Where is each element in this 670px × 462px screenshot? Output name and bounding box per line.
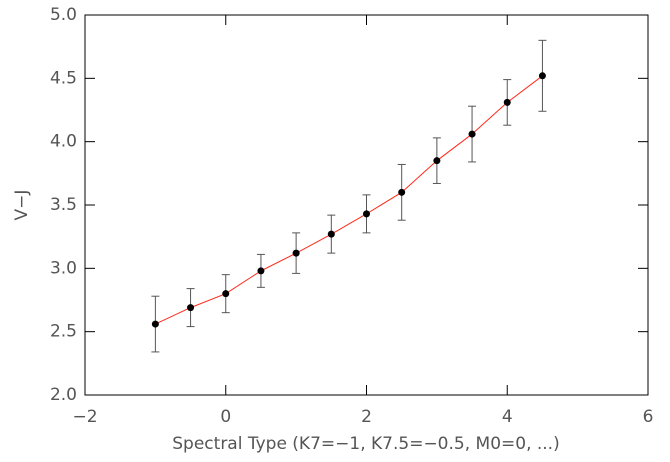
point	[433, 157, 441, 165]
x-tick-label: 2	[361, 407, 372, 427]
point	[222, 290, 230, 298]
point	[503, 98, 511, 106]
point	[327, 230, 335, 238]
point	[151, 320, 159, 328]
y-tick-label: 4.0	[50, 132, 77, 152]
point	[398, 188, 406, 196]
y-tick-label: 4.5	[50, 68, 77, 88]
point	[187, 304, 195, 312]
point	[538, 72, 546, 80]
y-tick-label: 2.0	[50, 385, 77, 405]
x-tick-label: 4	[502, 407, 513, 427]
y-tick-label: 2.5	[50, 322, 77, 342]
x-tick-label: −2	[72, 407, 97, 427]
x-tick-label: 6	[643, 407, 654, 427]
y-tick-label: 3.0	[50, 258, 77, 278]
y-axis-label: V−J	[12, 190, 32, 221]
point	[292, 249, 300, 257]
x-tick-label: 0	[220, 407, 231, 427]
x-axis-label: Spectral Type (K7=−1, K7.5=−0.5, M0=0, .…	[172, 434, 559, 454]
point	[363, 210, 370, 218]
line	[155, 75, 543, 325]
point	[468, 130, 476, 138]
y-tick-label: 5.0	[50, 5, 77, 25]
point	[257, 267, 265, 275]
y-tick-label: 3.5	[50, 195, 77, 215]
